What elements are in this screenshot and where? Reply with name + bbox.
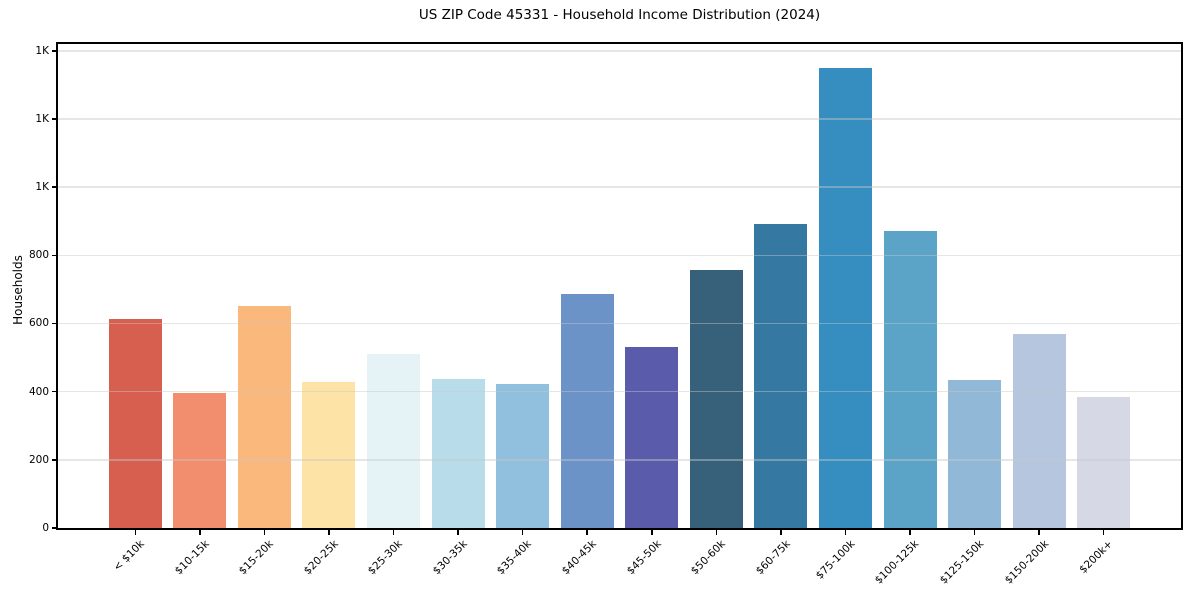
y-tick-label: 600: [28, 317, 49, 330]
y-tick-label: 1K: [35, 181, 49, 194]
plot-area: [56, 42, 1183, 530]
y-tick-mark: [51, 390, 56, 393]
gridline: [58, 459, 1181, 461]
gridline: [58, 118, 1181, 120]
gridline: [58, 50, 1181, 52]
y-tick-label: 200: [28, 453, 49, 466]
x-tick-mark: [586, 530, 588, 535]
x-tick-mark: [521, 530, 524, 535]
bar-$40-45k: [560, 293, 614, 528]
y-tick-label: 400: [28, 385, 49, 398]
bar-$50-60k: [689, 270, 743, 528]
x-tick-mark: [134, 530, 137, 535]
gridline: [58, 186, 1181, 188]
bar-$10-15k: [173, 393, 227, 528]
bar-$45-50k: [625, 347, 679, 528]
chart-title: US ZIP Code 45331 - Household Income Dis…: [418, 7, 821, 23]
gridline: [58, 254, 1181, 257]
x-tick-mark: [844, 530, 847, 535]
x-tick-mark: [973, 530, 976, 535]
x-tick-mark: [1102, 530, 1105, 535]
bar-< $10k: [108, 318, 162, 528]
bar-$125-150k: [948, 380, 1002, 528]
y-tick-mark: [51, 527, 56, 529]
bar-$15-20k: [237, 306, 291, 528]
gridline: [58, 322, 1181, 325]
y-tick-mark: [51, 50, 56, 52]
y-tick-mark: [51, 186, 56, 188]
bar-$60-75k: [754, 223, 808, 528]
x-tick-mark: [651, 530, 653, 535]
x-tick-mark: [392, 530, 395, 535]
bar-$35-40k: [496, 383, 550, 528]
x-tick-mark: [780, 530, 782, 535]
y-tick-label: 1K: [35, 112, 49, 125]
x-tick-mark: [457, 530, 459, 535]
x-tick-mark: [909, 530, 911, 535]
bar-$30-35k: [431, 379, 485, 528]
x-tick-mark: [199, 530, 201, 535]
y-tick-mark: [51, 459, 56, 461]
y-tick-label: 800: [28, 249, 49, 262]
bar-$100-125k: [883, 231, 937, 528]
bar-$25-30k: [367, 353, 421, 528]
bar-$20-25k: [302, 382, 356, 528]
y-tick-label: 0: [42, 522, 49, 534]
y-tick-mark: [51, 118, 56, 120]
gridline: [58, 390, 1181, 393]
bar-$75-100k: [818, 67, 872, 528]
x-tick-mark: [1038, 530, 1040, 535]
bar-$150-200k: [1012, 334, 1066, 528]
x-tick-mark: [715, 530, 718, 535]
x-tick-mark: [328, 530, 330, 535]
bar-$200k+: [1077, 397, 1131, 528]
x-tick-mark: [263, 530, 266, 535]
y-tick-mark: [51, 322, 56, 325]
y-tick-mark: [51, 254, 56, 257]
y-tick-label: 1K: [35, 44, 49, 57]
